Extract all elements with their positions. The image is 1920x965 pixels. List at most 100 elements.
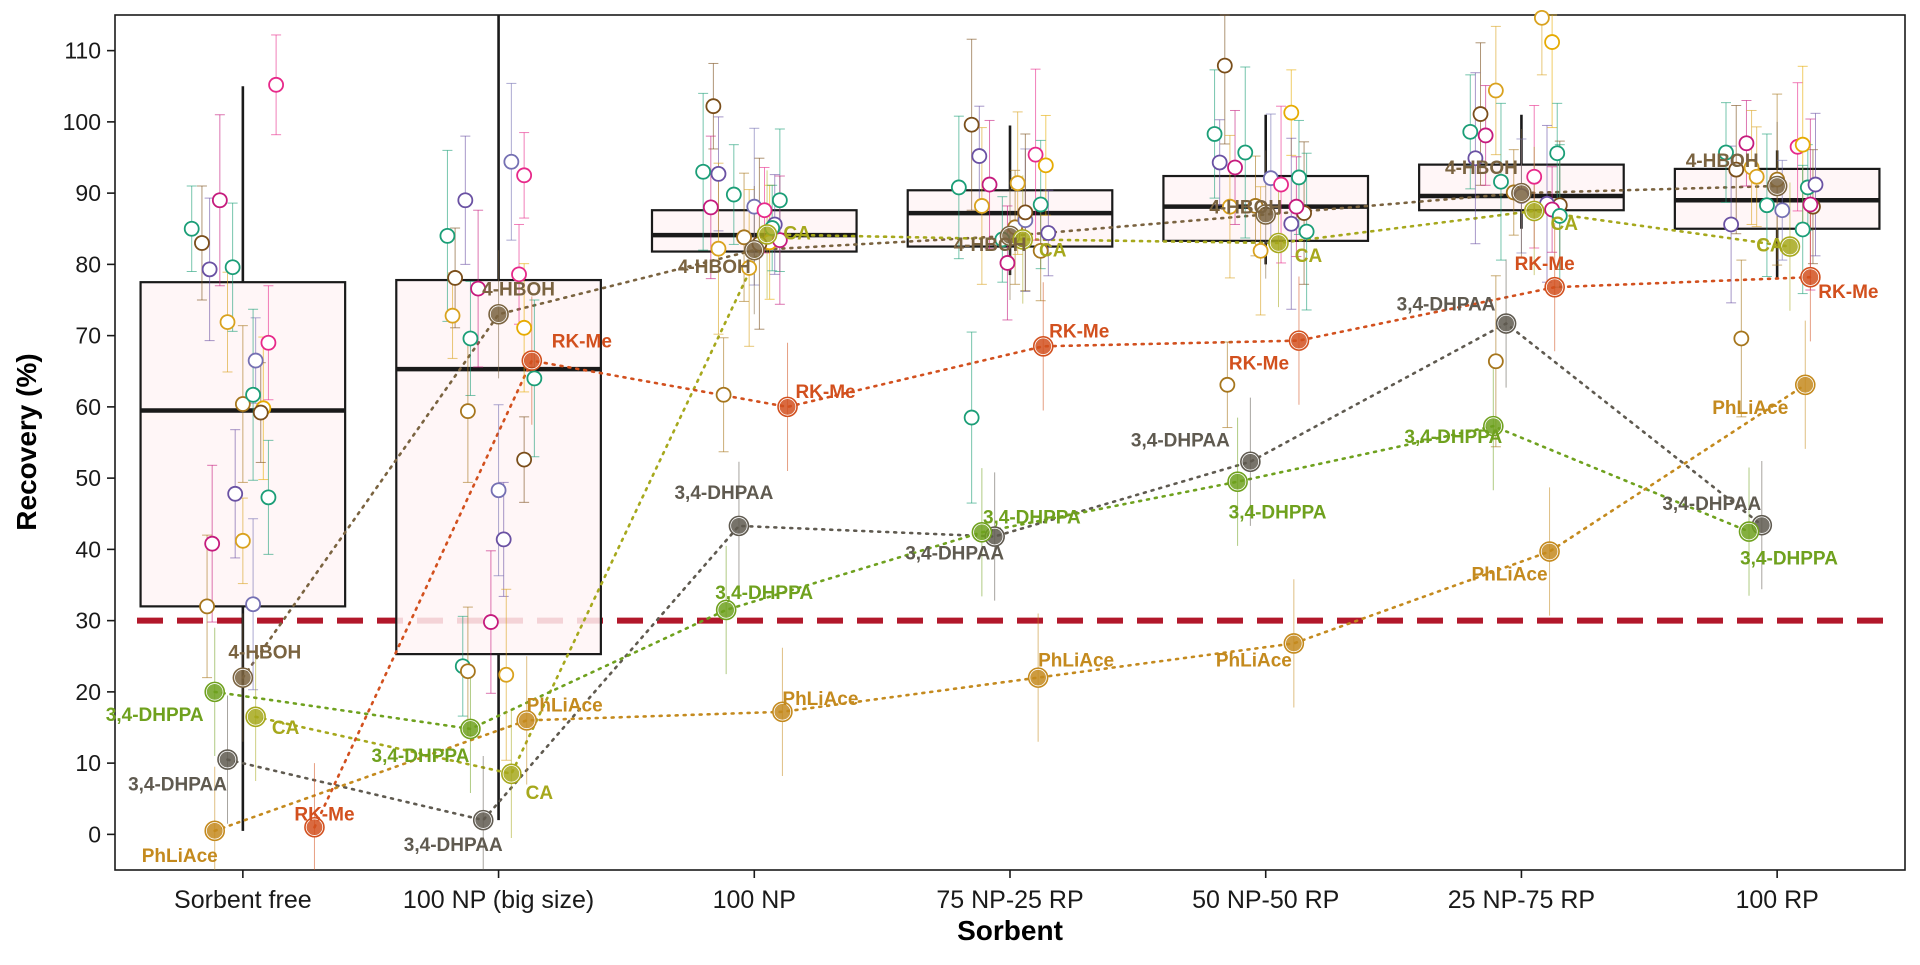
- series-point-RK-Me: [778, 397, 797, 416]
- series-point-4-HBOH: [489, 305, 508, 324]
- y-tick-label: 110: [64, 38, 101, 64]
- series-point-ring: [217, 749, 238, 770]
- data-point: [1487, 353, 1504, 370]
- data-point: [252, 404, 269, 421]
- series-label-CA: CA: [1550, 214, 1578, 235]
- data-point: [1472, 106, 1489, 122]
- data-point: [503, 153, 520, 170]
- series-label-RK-Me: RK-Me: [1515, 254, 1575, 275]
- data-point: [1273, 176, 1289, 193]
- data-point: [1544, 34, 1561, 50]
- series-point-ring: [777, 396, 798, 418]
- data-point: [1298, 223, 1315, 240]
- data-point: [1467, 150, 1484, 167]
- data-point: [234, 396, 251, 412]
- series-label-RK-Me: RK-Me: [1818, 282, 1878, 303]
- series-point-ring: [488, 303, 509, 325]
- series-point-PhLiAce: [517, 711, 536, 730]
- data-point: [1462, 123, 1479, 140]
- data-point: [1774, 202, 1791, 219]
- series-point-3,4-DHPPA: [461, 719, 480, 739]
- data-point: [963, 409, 980, 426]
- x-axis-title: Sorbent: [957, 915, 1063, 946]
- data-point: [1291, 169, 1307, 186]
- series-label-3,4-DHPAA: 3,4-DHPAA: [404, 835, 503, 856]
- series-label-RK-Me: RK-Me: [795, 382, 855, 403]
- series-label-CA: CA: [272, 718, 300, 739]
- series-point-3,4-DHPPA: [717, 600, 736, 620]
- data-point: [457, 192, 474, 209]
- series-label-CA: CA: [526, 783, 554, 804]
- data-point: [224, 259, 241, 276]
- series-point-ring: [516, 710, 538, 731]
- series-point-ring: [1288, 330, 1310, 351]
- series-point-RK-Me: [305, 818, 324, 837]
- x-tick-label: 100 NP: [713, 886, 796, 914]
- data-point: [459, 403, 476, 420]
- series-label-CA: CA: [1039, 240, 1067, 261]
- data-point: [511, 266, 527, 283]
- data-point: [444, 307, 461, 324]
- y-tick-label: 100: [63, 109, 101, 135]
- series-point-ring: [1779, 236, 1801, 257]
- data-point: [219, 314, 236, 330]
- series-point-RK-Me: [522, 351, 541, 370]
- data-point: [447, 270, 464, 286]
- series-point-ring: [1738, 521, 1760, 542]
- series-point-ring: [245, 706, 266, 728]
- data-point: [1040, 225, 1057, 241]
- series-point-ring: [1766, 175, 1788, 197]
- series-point-ring: [1800, 266, 1821, 288]
- series-point-CA: [502, 764, 521, 783]
- series-point-ring: [971, 521, 993, 543]
- data-point: [1283, 215, 1300, 232]
- series-label-3,4-DHPAA: 3,4-DHPAA: [1397, 295, 1496, 316]
- data-point: [999, 255, 1016, 271]
- series-label-4-HBOH: 4-HBOH: [678, 257, 751, 278]
- data-point: [260, 489, 277, 506]
- data-point: [245, 386, 261, 403]
- data-point: [1216, 57, 1233, 74]
- data-point: [695, 163, 712, 180]
- series-point-PhLiAce: [1029, 668, 1048, 687]
- data-point: [741, 260, 758, 276]
- series-point-ring: [1012, 229, 1034, 250]
- y-tick-label: 40: [75, 536, 101, 562]
- series-label-RK-Me: RK-Me: [1229, 354, 1289, 375]
- series-label-3,4-DHPPA: 3,4-DHPPA: [1404, 427, 1502, 448]
- data-point: [1738, 135, 1755, 152]
- series-point-ring: [1511, 182, 1532, 204]
- data-point: [981, 176, 998, 193]
- series-point-ring: [232, 667, 254, 688]
- series-point-ring: [1495, 313, 1517, 334]
- series-point-4-HBOH: [1768, 176, 1787, 196]
- data-point: [462, 330, 479, 347]
- series-point-ring: [728, 515, 750, 537]
- data-point: [1252, 242, 1269, 259]
- y-tick-label: 80: [75, 251, 101, 277]
- x-tick-label: 75 NP-25 RP: [936, 886, 1083, 914]
- series-label-CA: CA: [783, 223, 811, 244]
- series-point-3,4-DHPPA: [1228, 472, 1247, 491]
- data-point: [725, 186, 742, 203]
- series-point-3,4-DHPPA: [972, 523, 991, 542]
- series-label-PhLiAce: PhLiAce: [782, 689, 858, 710]
- data-point: [1288, 198, 1305, 215]
- series-point-PhLiAce: [773, 702, 792, 721]
- data-point: [470, 280, 487, 297]
- series-point-ring: [715, 599, 737, 621]
- data-point: [260, 334, 277, 351]
- data-point: [1533, 9, 1550, 26]
- data-point: [1551, 208, 1568, 224]
- series-point-PhLiAce: [1796, 375, 1815, 394]
- data-point: [1802, 196, 1819, 213]
- data-point: [211, 192, 228, 209]
- data-point: [1009, 175, 1026, 192]
- data-point: [1723, 216, 1740, 233]
- series-label-3,4-DHPAA: 3,4-DHPAA: [128, 775, 227, 796]
- series-point-3,4-DHPAA: [474, 811, 493, 830]
- series-point-ring: [460, 718, 481, 740]
- series-label-3,4-DHPPA: 3,4-DHPPA: [1229, 503, 1327, 524]
- series-point-3,4-DHPPA: [1739, 522, 1759, 541]
